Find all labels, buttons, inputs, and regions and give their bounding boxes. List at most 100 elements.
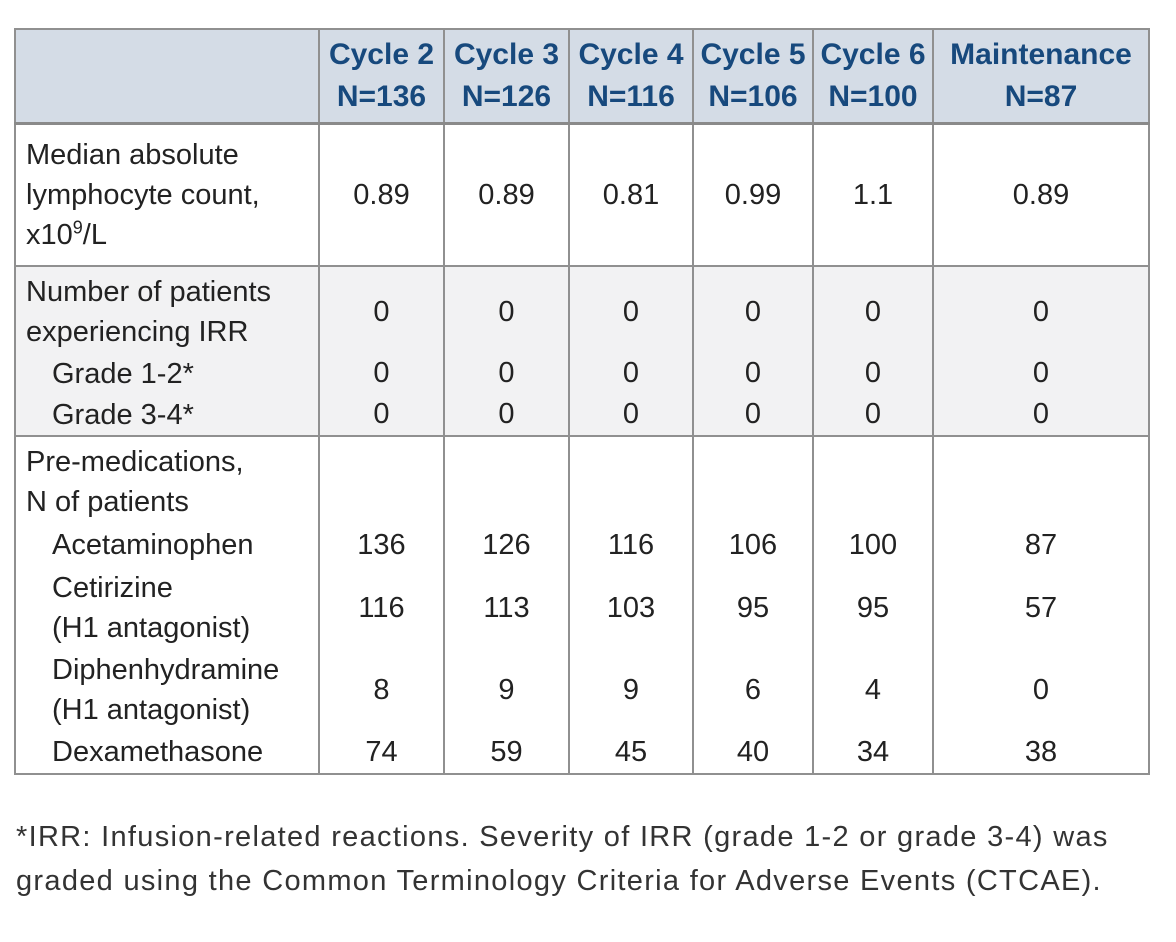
label-line: (H1 antagonist) <box>52 612 251 644</box>
irr-grade34-label: Grade 3-4* <box>52 398 194 431</box>
spacer-slot <box>571 441 691 523</box>
diphenhydramine-value: 9 <box>622 673 640 706</box>
diphenhydramine-value: 9 <box>498 673 515 706</box>
cetirizine-value: 113 <box>483 591 530 624</box>
dexamethasone-value: 45 <box>614 735 648 768</box>
irr-grade34-value: 0 <box>744 398 762 430</box>
irr-grade12-value: 0 <box>864 357 882 389</box>
n-label: N=116 <box>587 80 675 113</box>
header-stack: Cycle 2 N=136 <box>321 34 442 118</box>
label-line: Diphenhydramine <box>52 654 280 686</box>
results-table: Cycle 2 N=136 Cycle 3 N=126 Cycle 4 N=11… <box>14 28 1150 775</box>
irr-grade34-value: 0 <box>622 398 640 430</box>
cetirizine-label: Cetirizine (H1 antagonist) <box>26 567 312 649</box>
acetaminophen-value: 136 <box>357 528 406 561</box>
unit-superscript: 9 <box>72 217 83 238</box>
header-cell-cycle-5: Cycle 5 N=106 <box>692 28 814 125</box>
irr-value-cell: 0 0 0 <box>692 265 814 437</box>
n-label: N=136 <box>336 80 427 113</box>
header-row: Cycle 2 N=136 Cycle 3 N=126 Cycle 4 N=11… <box>14 28 1150 125</box>
label-line: N of patients <box>26 486 189 518</box>
header-stack: Maintenance N=87 <box>935 34 1147 118</box>
label-line: lymphocyte count, <box>26 179 260 211</box>
row-median-lymphocyte-count: Median absolute lymphocyte count, x109/L… <box>14 122 1150 267</box>
cycle-label: Cycle 6 <box>820 38 926 71</box>
premeds-value-cell: 106 95 6 40 <box>692 435 814 775</box>
diphenhydramine-value: 8 <box>373 673 390 706</box>
irr-grade12-value: 0 <box>498 357 515 389</box>
dexamethasone-value: 34 <box>856 735 890 768</box>
header-stack: Cycle 3 N=126 <box>446 34 567 118</box>
header-stack: Cycle 4 N=116 <box>571 34 691 118</box>
cycle-label: Cycle 2 <box>328 38 435 71</box>
irr-total-value: 0 <box>1032 295 1050 328</box>
irr-grade12-label: Grade 1-2* <box>52 357 194 390</box>
unit-prefix: x10 <box>26 219 73 251</box>
header-cell-maintenance: Maintenance N=87 <box>932 28 1150 125</box>
irr-grade12-value: 0 <box>1032 357 1050 389</box>
irr-value-cell: 0 0 0 <box>932 265 1150 437</box>
value-cell: 0.89 <box>932 122 1150 267</box>
n-label: N=106 <box>708 80 798 113</box>
table-header: Cycle 2 N=136 Cycle 3 N=126 Cycle 4 N=11… <box>14 28 1150 125</box>
diphenhydramine-label: Diphenhydramine (H1 antagonist) <box>26 649 312 731</box>
irr-grade12-value: 0 <box>373 357 390 389</box>
irr-total-value: 0 <box>744 295 762 328</box>
footnote-irr-definition: *IRR: Infusion-related reactions. Severi… <box>16 821 1109 897</box>
header-cell-cycle-2: Cycle 2 N=136 <box>318 28 445 125</box>
premeds-value-cell: 136 116 8 74 <box>318 435 445 775</box>
irr-value-cell: 0 0 0 <box>443 265 570 437</box>
diphenhydramine-value: 4 <box>864 673 882 706</box>
value-cell: 0.89 <box>318 122 445 267</box>
cetirizine-value: 95 <box>736 591 770 624</box>
irr-total-value: 0 <box>373 295 390 328</box>
value-cell: 0.89 <box>443 122 570 267</box>
cycle-label: Cycle 4 <box>578 38 684 71</box>
n-label: N=100 <box>828 80 918 113</box>
label-line: Median absolute <box>26 139 239 171</box>
irr-total-value: 0 <box>622 295 640 328</box>
header-cell-cycle-6: Cycle 6 N=100 <box>812 28 934 125</box>
irr-value-cell: 0 0 0 <box>812 265 934 437</box>
irr-grade34-value: 0 <box>1032 398 1050 430</box>
label-line: Cetirizine <box>52 572 173 604</box>
label-line: experiencing IRR <box>26 316 249 348</box>
header-stack: Cycle 5 N=106 <box>695 34 811 118</box>
page: Cycle 2 N=136 Cycle 3 N=126 Cycle 4 N=11… <box>14 28 1150 897</box>
dexamethasone-value: 59 <box>490 735 523 768</box>
row-label-irr: Number of patients experiencing IRR Grad… <box>14 265 320 437</box>
acetaminophen-value: 106 <box>728 528 778 561</box>
label-line-unit: x109/L <box>26 215 312 255</box>
spacer-slot <box>446 441 567 523</box>
premeds-value-cell: 116 103 9 45 <box>568 435 694 775</box>
row-irr-section: Number of patients experiencing IRR Grad… <box>14 265 1150 437</box>
header-corner-cell <box>14 28 320 125</box>
cetirizine-value: 103 <box>606 591 656 624</box>
cetirizine-value: 95 <box>856 591 890 624</box>
spacer-slot <box>695 441 811 523</box>
irr-grade12-value: 0 <box>744 357 762 389</box>
n-label: N=126 <box>461 80 552 113</box>
premeds-value-cell: 87 57 0 38 <box>932 435 1150 775</box>
irr-grade34-value: 0 <box>373 398 390 430</box>
header-cell-cycle-3: Cycle 3 N=126 <box>443 28 570 125</box>
row-label-median-lymphocyte: Median absolute lymphocyte count, x109/L <box>14 122 320 267</box>
cycle-label: Cycle 5 <box>700 38 806 71</box>
dexamethasone-value: 74 <box>365 735 398 768</box>
label-line: Number of patients <box>26 276 272 308</box>
acetaminophen-value: 126 <box>482 528 531 561</box>
diphenhydramine-value: 6 <box>744 673 762 706</box>
spacer-slot <box>935 441 1147 523</box>
unit-suffix: /L <box>82 219 107 251</box>
irr-value-cell: 0 0 0 <box>568 265 694 437</box>
irr-total-value: 0 <box>864 295 882 328</box>
table-body: Median absolute lymphocyte count, x109/L… <box>14 122 1150 775</box>
irr-main-label: Number of patients experiencing IRR <box>26 271 312 353</box>
dexamethasone-label: Dexamethasone <box>52 736 264 768</box>
premeds-value-cell: 126 113 9 59 <box>443 435 570 775</box>
header-cell-cycle-4: Cycle 4 N=116 <box>568 28 694 125</box>
label-line: (H1 antagonist) <box>52 694 251 726</box>
value-cell: 0.81 <box>568 122 694 267</box>
spacer-slot <box>815 441 931 523</box>
cycle-label: Maintenance <box>950 38 1132 71</box>
